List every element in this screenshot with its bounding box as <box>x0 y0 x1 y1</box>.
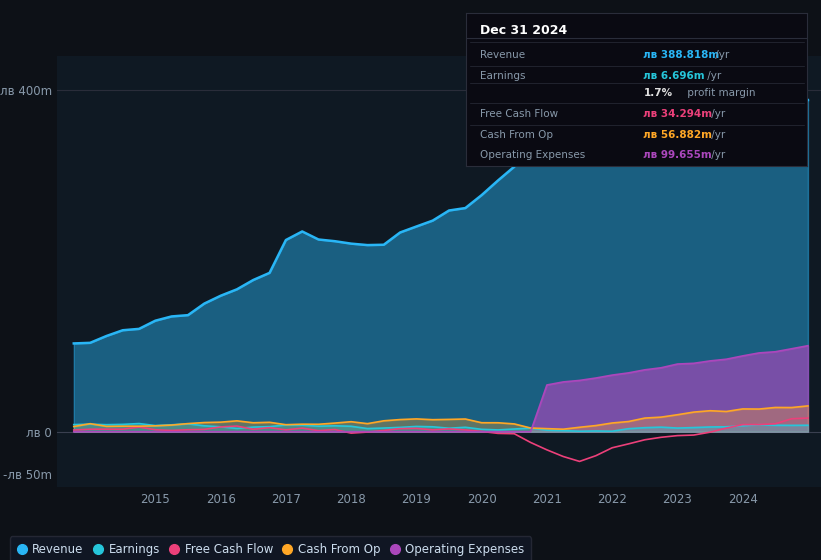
Legend: Revenue, Earnings, Free Cash Flow, Cash From Op, Operating Expenses: Revenue, Earnings, Free Cash Flow, Cash … <box>10 536 531 560</box>
Text: лв 6.696m: лв 6.696m <box>644 71 705 81</box>
Text: /yr: /yr <box>709 150 726 160</box>
Text: Cash From Op: Cash From Op <box>480 130 553 141</box>
Text: /yr: /yr <box>709 109 726 119</box>
Text: /yr: /yr <box>709 130 726 141</box>
Text: 1.7%: 1.7% <box>644 88 672 97</box>
Text: лв 34.294m: лв 34.294m <box>644 109 713 119</box>
Text: /yr: /yr <box>704 71 722 81</box>
Text: Free Cash Flow: Free Cash Flow <box>480 109 558 119</box>
Text: лв 56.882m: лв 56.882m <box>644 130 713 141</box>
Text: Revenue: Revenue <box>480 50 525 59</box>
Text: Operating Expenses: Operating Expenses <box>480 150 585 160</box>
Text: profit margin: profit margin <box>684 88 755 97</box>
Text: лв 99.655m: лв 99.655m <box>644 150 713 160</box>
Text: /yr: /yr <box>713 50 730 59</box>
Text: Earnings: Earnings <box>480 71 525 81</box>
Text: Dec 31 2024: Dec 31 2024 <box>480 24 567 37</box>
Text: лв 388.818m: лв 388.818m <box>644 50 720 59</box>
